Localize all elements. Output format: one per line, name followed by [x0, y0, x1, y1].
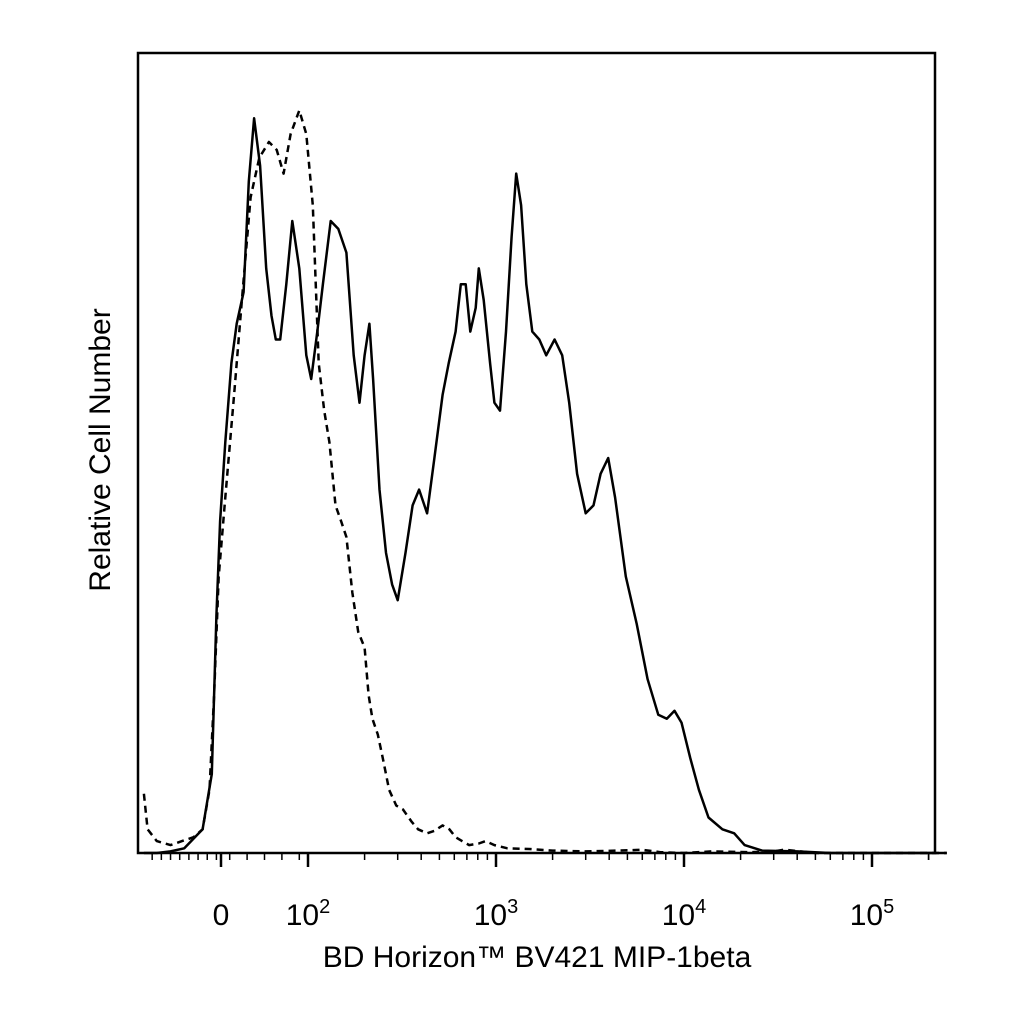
x-tick-label: 105: [850, 896, 895, 932]
x-tick-label: 102: [286, 896, 331, 932]
x-axis-title: BD Horizon™ BV421 MIP-1beta: [323, 941, 752, 974]
x-tick-label: 0: [213, 899, 230, 932]
y-axis-title: Relative Cell Number: [84, 308, 117, 591]
x-axis-minor-ticks: [151, 853, 930, 860]
x-tick-label: 104: [662, 896, 707, 932]
series-layer: [142, 109, 947, 855]
x-tick-label: 103: [474, 896, 519, 932]
dashed-histogram-line: [142, 109, 947, 855]
plot-frame: [136, 51, 937, 855]
x-axis-tick-labels: 0 102 103 104 105: [213, 896, 895, 932]
x-axis-major-ticks: [219, 853, 874, 867]
solid-histogram-line: [143, 117, 947, 855]
